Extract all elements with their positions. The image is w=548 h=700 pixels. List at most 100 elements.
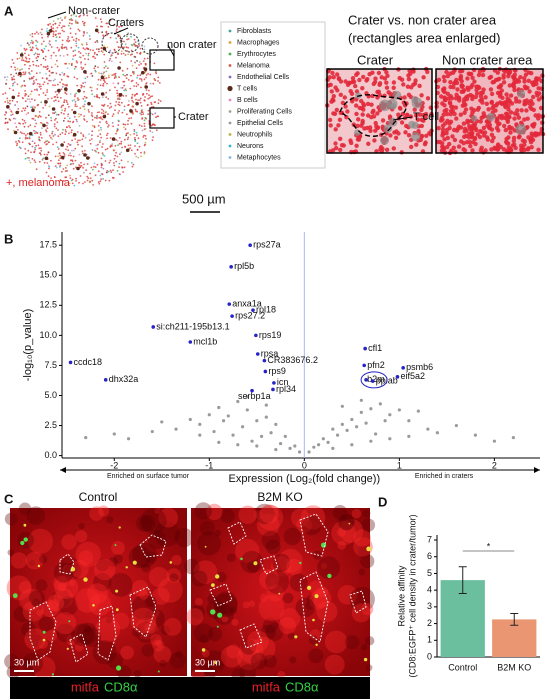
cell-dot [64, 170, 67, 173]
cell-dot [24, 137, 27, 140]
gene-point [255, 419, 259, 423]
cell-dot [66, 39, 68, 42]
gene-point [350, 443, 354, 447]
cell-dot [37, 55, 40, 58]
cell-dot [456, 144, 462, 149]
cell-dot [52, 35, 55, 38]
cell-dot [24, 136, 27, 139]
cell-dot [38, 53, 41, 56]
cell-dot [109, 19, 112, 21]
cell-dot [5, 111, 7, 113]
gene-point [307, 450, 311, 454]
cell-dot [98, 48, 100, 50]
cell-dot [9, 102, 11, 105]
cell-dot [529, 145, 534, 150]
cell-dot [458, 112, 463, 117]
cell-dot [57, 49, 60, 52]
cell-dot [100, 47, 103, 50]
cell-dot [40, 115, 42, 118]
cell-dot [131, 105, 134, 108]
cell-dot [4, 92, 7, 95]
texture [248, 600, 256, 607]
cell-dot [58, 152, 61, 155]
cell-dot [56, 94, 58, 96]
cell-dot [105, 134, 108, 137]
cell-dot [481, 125, 487, 131]
cell-dot [328, 82, 333, 88]
cell-dot [436, 126, 441, 131]
cell-dot [143, 122, 146, 125]
t-cell-dot [46, 31, 51, 36]
cell-dot [406, 73, 411, 78]
legend-label: Endothelial Cells [237, 74, 290, 81]
cell-dot [24, 107, 27, 110]
cell-dot [61, 132, 64, 134]
cell-dot [525, 116, 530, 121]
texture [6, 575, 32, 601]
cell-dot [470, 135, 475, 140]
cell-dot [455, 87, 460, 92]
cell-dot [136, 142, 139, 145]
cell-dot [103, 71, 105, 74]
cell-dot [124, 123, 127, 126]
cell-dot [120, 87, 122, 89]
cell-dot [481, 133, 487, 138]
micrograph [184, 502, 376, 687]
cell-dot [130, 35, 132, 38]
cell-dot [82, 134, 85, 136]
cell-dot [130, 162, 133, 164]
cell-blob [411, 131, 421, 142]
cell-dot [140, 105, 143, 107]
cell-dot [113, 157, 116, 160]
cell-dot [7, 128, 9, 131]
t-cell-dot [19, 53, 24, 57]
cell-dot [518, 75, 523, 80]
cell-dot [511, 135, 517, 141]
cell-dot [70, 18, 72, 20]
cell-dot [515, 108, 520, 113]
cell-dot [96, 114, 98, 117]
cell-dot [335, 72, 340, 77]
cell-dot [13, 81, 16, 84]
cell-dot [107, 105, 109, 107]
cd8-cell [12, 593, 18, 599]
cell-dot [135, 155, 138, 158]
gene-point [250, 439, 254, 443]
cell-dot [116, 89, 118, 92]
t-cell-dot [57, 88, 61, 93]
cell-dot [23, 125, 26, 128]
cell-dot [61, 86, 64, 88]
texture [306, 595, 314, 603]
cell-dot [448, 119, 454, 125]
texture [260, 593, 269, 602]
cell-dot [47, 141, 50, 144]
cell-dot [94, 166, 97, 169]
texture [200, 520, 215, 536]
texture [308, 635, 319, 645]
cell-dot [51, 132, 53, 135]
texture [41, 600, 59, 618]
y-tick-label: 2 [427, 618, 432, 628]
cell-dot [143, 57, 146, 60]
texture [365, 636, 375, 646]
legend-label: Melanoma [237, 62, 270, 69]
cell-dot [83, 108, 86, 111]
cell-dot [73, 76, 76, 79]
texture [169, 652, 187, 669]
cell-dot [439, 94, 444, 99]
cell-dot [508, 93, 514, 98]
cell-dot [80, 86, 83, 89]
texture [358, 568, 366, 576]
cell-dot [57, 162, 59, 165]
cell-dot [131, 99, 134, 102]
cell-dot [487, 75, 492, 81]
cell-dot [391, 80, 397, 85]
cell-dot [329, 89, 334, 94]
cell-dot [356, 117, 361, 122]
cell-dot [377, 92, 382, 98]
cell-dot [37, 65, 40, 67]
cell-dot [55, 113, 58, 116]
legend-swatch [228, 121, 232, 125]
cell-dot [105, 70, 108, 73]
cell-dot [46, 121, 48, 124]
